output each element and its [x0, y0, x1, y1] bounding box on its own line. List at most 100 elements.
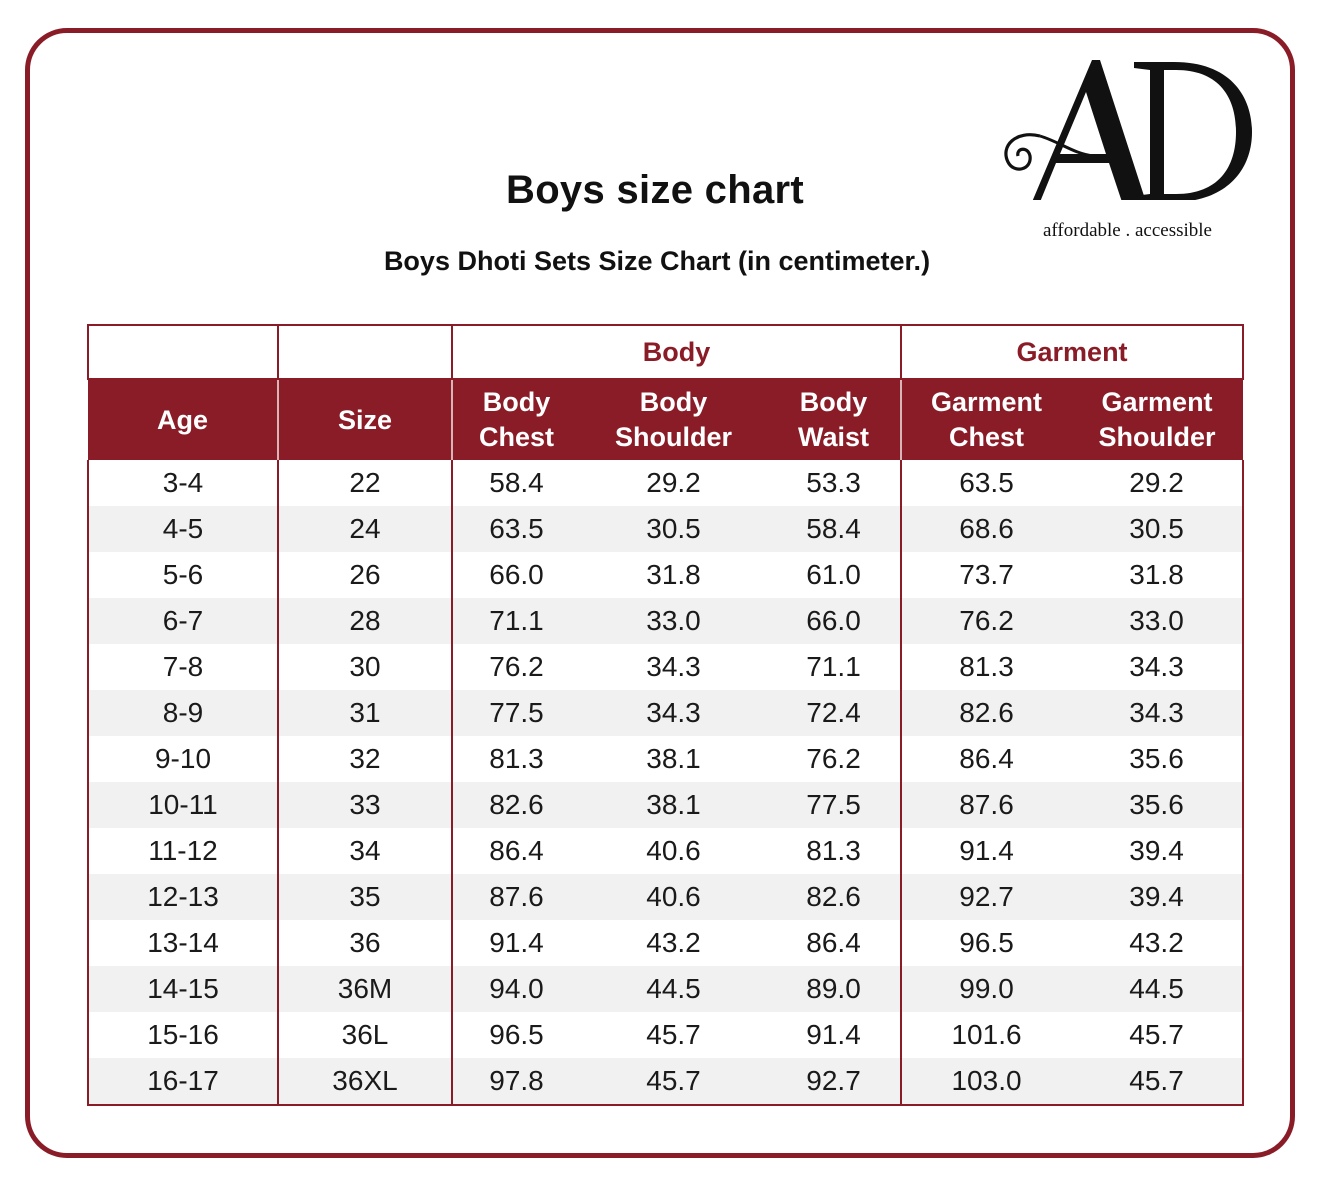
cell-body-chest: 66.0	[489, 559, 544, 590]
cell-size: 36XL	[278, 1058, 453, 1106]
cell-body-shoulder: 43.2	[646, 927, 701, 958]
page-title: Boys size chart	[506, 168, 804, 212]
group-header-blank-age	[87, 324, 279, 380]
cell-garment-shoulder: 34.3	[1071, 644, 1245, 690]
table-row: 4-5 24 63.5 30.5 58.4 68.6 30.5	[87, 506, 1245, 552]
cell-garment-chest: 81.3	[959, 651, 1014, 682]
cell-garment-shoulder: 35.6	[1071, 782, 1245, 828]
cell-body-waist: 61.0	[767, 552, 903, 598]
cell-size: 22	[278, 460, 453, 506]
cell-age: 4-5	[87, 506, 279, 552]
table-row: 13-14 36 91.4 43.2 86.4 96.5 43.2	[87, 920, 1245, 966]
cell-body-shoulder: 34.3	[646, 651, 701, 682]
cell-garment-chest: 92.7	[901, 874, 1072, 920]
cell-body-chest: 87.6	[452, 874, 580, 920]
cell-age: 16-17	[87, 1058, 279, 1106]
cell-age: 3-4	[87, 460, 279, 506]
size-table: Body Garment Age Size Body Chest Body Shou…	[87, 324, 1245, 1106]
cell-body-shoulder: 34.3	[580, 690, 767, 736]
table-body: 3-4 22 58.4 29.2 53.3 63.5 29.2 4-5 24 63.5 30.5 58…	[87, 460, 1245, 1106]
ad-monogram-icon	[1004, 60, 1252, 202]
cell-garment-chest: 73.7	[959, 559, 1014, 590]
header-body-shoulder: Body Shoulder	[580, 379, 767, 460]
cell-garment-shoulder: 39.4	[1071, 828, 1245, 874]
cell-body-chest: 97.8	[452, 1058, 580, 1106]
cell-body-shoulder: 29.2	[646, 467, 701, 498]
cell-body-shoulder: 30.5	[580, 506, 767, 552]
cell-body-shoulder: 38.1	[646, 743, 701, 774]
cell-body-chest: 94.0	[452, 966, 580, 1012]
cell-size: 32	[278, 736, 453, 782]
cell-body-waist: 66.0	[767, 598, 903, 644]
cell-age: 7-8	[87, 644, 279, 690]
cell-body-waist: 89.0	[767, 966, 903, 1012]
cell-garment-shoulder: 29.2	[1071, 460, 1245, 506]
cell-body-shoulder: 45.7	[580, 1058, 767, 1106]
cell-age: 14-15	[87, 966, 279, 1012]
cell-size: 28	[278, 598, 453, 644]
cell-age: 12-13	[87, 874, 279, 920]
table-row: 14-15 36M 94.0 44.5 89.0 99.0 44.5	[87, 966, 1245, 1012]
cell-age: 15-16	[87, 1012, 279, 1058]
cell-body-waist: 91.4	[767, 1012, 903, 1058]
cell-body-shoulder: 44.5	[580, 966, 767, 1012]
brand-logo	[996, 50, 1256, 202]
cell-garment-chest: 63.5	[959, 467, 1014, 498]
cell-size: 33	[278, 782, 453, 828]
cell-body-waist: 72.4	[767, 690, 903, 736]
cell-body-chest: 82.6	[452, 782, 580, 828]
header-body-chest: Body Chest	[452, 379, 580, 460]
table-row: 11-12 34 86.4 40.6 81.3 91.4 39.4	[87, 828, 1245, 874]
cell-size: 36	[278, 920, 453, 966]
cell-body-chest: 77.5	[452, 690, 580, 736]
cell-garment-chest: 96.5	[959, 927, 1014, 958]
cell-size: 36M	[278, 966, 453, 1012]
cell-body-chest: 58.4	[489, 467, 544, 498]
column-header-row: Age Size Body Chest Body Shoulder Body Wais…	[88, 379, 1244, 460]
table-row: 7-8 30 76.2 34.3 71.1 81.3 34.3	[87, 644, 1245, 690]
cell-body-waist: 92.7	[767, 1058, 903, 1106]
cell-garment-shoulder: 34.3	[1071, 690, 1245, 736]
cell-size: 35	[278, 874, 453, 920]
table-row: 16-17 36XL 97.8 45.7 92.7 103.0 45.7	[87, 1058, 1245, 1106]
cell-body-shoulder: 40.6	[646, 835, 701, 866]
header-garment-shoulder: Garment Shoulder	[1071, 379, 1244, 460]
cell-garment-chest: 68.6	[901, 506, 1072, 552]
cell-age: 9-10	[87, 736, 279, 782]
cell-body-shoulder: 40.6	[580, 874, 767, 920]
header-size: Size	[278, 379, 453, 460]
page-subtitle: Boys Dhoti Sets Size Chart (in centimete…	[383, 246, 931, 276]
cell-body-waist: 76.2	[767, 736, 903, 782]
cell-body-waist: 71.1	[767, 644, 903, 690]
table-row: 10-11 33 82.6 38.1 77.5 87.6 35.6	[87, 782, 1245, 828]
cell-body-chest: 63.5	[452, 506, 580, 552]
cell-garment-shoulder: 33.0	[1071, 598, 1245, 644]
cell-garment-shoulder: 45.7	[1071, 1058, 1245, 1106]
cell-size: 36L	[278, 1012, 453, 1058]
group-header-body: Body	[450, 324, 903, 380]
cell-size: 30	[278, 644, 453, 690]
cell-garment-shoulder: 35.6	[1071, 736, 1245, 782]
cell-garment-chest: 99.0	[901, 966, 1072, 1012]
cell-garment-shoulder: 39.4	[1071, 874, 1245, 920]
cell-body-chest: 86.4	[489, 835, 544, 866]
table-row: 12-13 35 87.6 40.6 82.6 92.7 39.4	[87, 874, 1245, 920]
cell-size: 26	[278, 552, 453, 598]
cell-body-waist: 77.5	[767, 782, 903, 828]
group-header-blank-size	[277, 324, 453, 380]
cell-garment-chest: 82.6	[901, 690, 1072, 736]
table-row: 3-4 22 58.4 29.2 53.3 63.5 29.2	[87, 460, 1245, 506]
table-row: 6-7 28 71.1 33.0 66.0 76.2 33.0	[87, 598, 1245, 644]
brand-tagline: affordable . accessible	[1043, 220, 1212, 241]
cell-garment-shoulder: 30.5	[1071, 506, 1245, 552]
cell-age: 6-7	[87, 598, 279, 644]
cell-garment-chest: 101.6	[951, 1019, 1022, 1050]
cell-age: 5-6	[87, 552, 279, 598]
group-header-row: Body Garment	[87, 324, 1245, 380]
cell-age: 10-11	[87, 782, 279, 828]
cell-body-chest: 91.4	[489, 927, 544, 958]
header-garment-chest: Garment Chest	[901, 379, 1072, 460]
cell-garment-chest: 86.4	[959, 743, 1014, 774]
cell-body-waist: 53.3	[767, 460, 903, 506]
cell-garment-shoulder: 45.7	[1071, 1012, 1245, 1058]
